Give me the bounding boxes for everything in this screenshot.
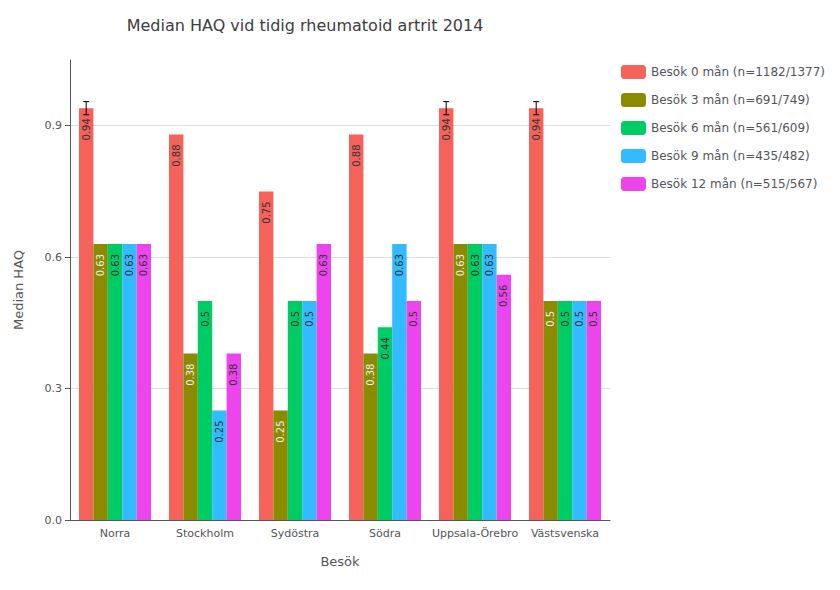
svg-text:0.94: 0.94: [531, 118, 542, 140]
svg-text:0.5: 0.5: [545, 311, 556, 327]
svg-text:0.5: 0.5: [290, 311, 301, 327]
svg-text:0.5: 0.5: [560, 311, 571, 327]
svg-text:0.5: 0.5: [200, 311, 211, 327]
svg-text:0.38: 0.38: [228, 364, 239, 386]
svg-text:Besök 0 mån (n=1182/1377): Besök 0 mån (n=1182/1377): [651, 65, 825, 79]
svg-text:Median HAQ vid tidig rheumatoi: Median HAQ vid tidig rheumatoid artrit 2…: [127, 16, 484, 35]
svg-text:0.38: 0.38: [365, 364, 376, 386]
svg-text:0.0: 0.0: [45, 514, 63, 527]
svg-text:Besök 9 mån (n=435/482): Besök 9 mån (n=435/482): [651, 149, 810, 163]
svg-text:0.63: 0.63: [110, 254, 121, 276]
svg-text:0.63: 0.63: [455, 254, 466, 276]
svg-text:0.6: 0.6: [45, 251, 63, 264]
svg-text:0.63: 0.63: [484, 254, 495, 276]
svg-text:0.56: 0.56: [498, 285, 509, 307]
svg-text:0.63: 0.63: [318, 254, 329, 276]
svg-text:Median HAQ: Median HAQ: [11, 250, 26, 330]
svg-text:0.5: 0.5: [408, 311, 419, 327]
svg-text:0.75: 0.75: [261, 201, 272, 223]
svg-text:0.5: 0.5: [588, 311, 599, 327]
svg-text:0.94: 0.94: [441, 118, 452, 140]
svg-text:0.63: 0.63: [470, 254, 481, 276]
svg-text:Norra: Norra: [100, 527, 131, 540]
svg-text:0.5: 0.5: [574, 311, 585, 327]
svg-text:Besök 3 mån (n=691/749): Besök 3 mån (n=691/749): [651, 93, 810, 107]
svg-text:0.9: 0.9: [45, 119, 63, 132]
svg-text:0.44: 0.44: [380, 337, 391, 359]
svg-text:Besök 6 mån (n=561/609): Besök 6 mån (n=561/609): [651, 121, 810, 135]
svg-text:Stockholm: Stockholm: [176, 527, 234, 540]
svg-text:0.63: 0.63: [138, 254, 149, 276]
svg-text:0.5: 0.5: [304, 311, 315, 327]
svg-text:Uppsala-Örebro: Uppsala-Örebro: [432, 527, 519, 540]
svg-text:Besök: Besök: [320, 554, 360, 569]
svg-text:0.63: 0.63: [95, 254, 106, 276]
svg-text:0.63: 0.63: [394, 254, 405, 276]
svg-text:Västsvenska: Västsvenska: [531, 527, 599, 540]
svg-text:0.25: 0.25: [275, 420, 286, 442]
svg-text:0.3: 0.3: [45, 382, 63, 395]
svg-text:0.88: 0.88: [351, 144, 362, 166]
svg-text:0.88: 0.88: [171, 144, 182, 166]
svg-text:0.63: 0.63: [124, 254, 135, 276]
svg-text:Södra: Södra: [369, 527, 401, 540]
svg-text:0.94: 0.94: [81, 118, 92, 140]
svg-text:Besök 12 mån (n=515/567): Besök 12 mån (n=515/567): [651, 177, 817, 191]
svg-text:Sydöstra: Sydöstra: [271, 527, 320, 540]
svg-text:0.25: 0.25: [214, 420, 225, 442]
svg-text:0.38: 0.38: [185, 364, 196, 386]
